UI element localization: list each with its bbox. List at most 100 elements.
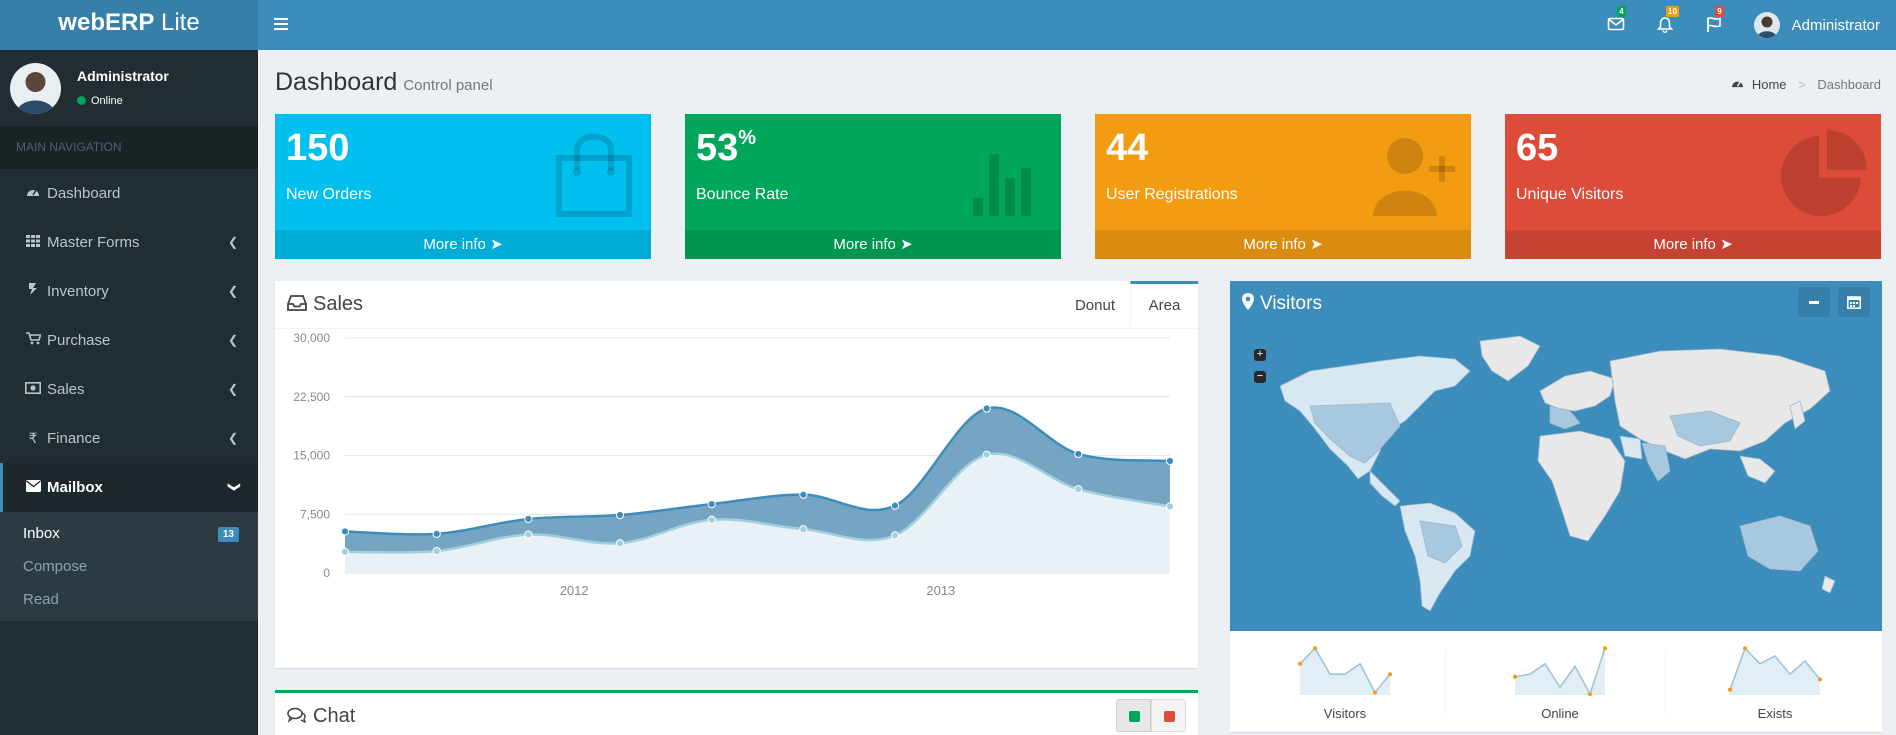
data-point bbox=[1074, 449, 1083, 459]
shopping-bag-icon bbox=[549, 128, 639, 221]
data-point bbox=[432, 546, 441, 556]
more-info-text: More info bbox=[1653, 236, 1716, 253]
stat-box-unique-visitors: 65 Unique Visitors More info ➤ bbox=[1505, 114, 1881, 259]
chevron-left-icon: ❮ bbox=[227, 235, 238, 249]
sparkline-point bbox=[1588, 691, 1592, 696]
map-marker-icon bbox=[1242, 293, 1254, 310]
chevron-left-icon: ❮ bbox=[227, 284, 238, 298]
inbox-icon bbox=[287, 295, 307, 311]
visitors-title: Visitors bbox=[1242, 293, 1322, 315]
sidebar-item-label: Sales bbox=[47, 381, 85, 398]
online-dot-icon bbox=[77, 96, 86, 105]
sparkline-chart bbox=[1513, 646, 1607, 696]
x-tick-label: 2012 bbox=[560, 583, 589, 598]
visitors-title-text: Visitors bbox=[1260, 293, 1322, 314]
status-online-toggle[interactable] bbox=[1116, 699, 1151, 732]
data-point bbox=[707, 515, 716, 524]
sparkline-point bbox=[1388, 672, 1392, 677]
stat-number: 53 bbox=[696, 127, 739, 169]
data-point bbox=[340, 527, 350, 536]
sidebar-item-mailbox[interactable]: Mailbox ❮ bbox=[0, 463, 258, 512]
breadcrumb-current: Dashboard bbox=[1817, 77, 1881, 92]
user-panel: Administrator Online bbox=[0, 50, 258, 126]
notifications-menu[interactable]: 10 bbox=[1646, 0, 1686, 50]
data-point bbox=[524, 530, 533, 539]
map-zoom-in-button[interactable]: + bbox=[1254, 349, 1266, 361]
sparkline-visitors: Visitors bbox=[1245, 640, 1445, 725]
tab-area[interactable]: Area bbox=[1130, 281, 1198, 327]
sidebar-item-purchase[interactable]: Purchase ❮ bbox=[0, 316, 258, 365]
map-zoom-out-button[interactable]: − bbox=[1254, 371, 1266, 383]
stat-box-bounce-rate: 53% Bounce Rate More info ➤ bbox=[685, 114, 1061, 259]
submenu-label: Read bbox=[23, 591, 59, 608]
sparkline-point bbox=[1603, 646, 1607, 651]
y-tick-label: 15,000 bbox=[293, 449, 330, 463]
y-tick-label: 22,500 bbox=[293, 390, 330, 404]
submenu-item-compose[interactable]: Compose bbox=[0, 550, 258, 583]
more-info-link[interactable]: More info ➤ bbox=[275, 230, 651, 259]
sparkline-point bbox=[1728, 687, 1732, 692]
rupee-icon: ₹ bbox=[28, 430, 38, 446]
breadcrumb-home[interactable]: Home bbox=[1751, 77, 1787, 92]
status-offline-toggle[interactable] bbox=[1151, 699, 1186, 732]
messages-menu[interactable]: 4 bbox=[1597, 0, 1637, 50]
sidebar-item-master-forms[interactable]: Master Forms ❮ bbox=[0, 218, 258, 267]
sidebar-user-name: Administrator bbox=[77, 68, 169, 84]
data-point bbox=[982, 404, 991, 413]
data-point bbox=[524, 514, 533, 524]
chat-title: Chat bbox=[287, 705, 355, 728]
app-logo[interactable]: webERP Lite bbox=[0, 0, 258, 50]
more-info-link[interactable]: More info ➤ bbox=[685, 230, 1061, 259]
chat-box: Chat bbox=[275, 690, 1198, 735]
more-info-link[interactable]: More info ➤ bbox=[1505, 230, 1881, 259]
sparkline-area bbox=[1730, 648, 1820, 695]
sparkline-area bbox=[1300, 648, 1390, 695]
submenu-item-read[interactable]: Read bbox=[0, 583, 258, 616]
area-fill bbox=[345, 453, 1170, 573]
sparkline-exists: Exists bbox=[1675, 640, 1875, 725]
sidebar-item-inventory[interactable]: Inventory ❮ bbox=[0, 267, 258, 316]
sidebar-item-label: Finance bbox=[47, 430, 101, 447]
tasks-menu[interactable]: 9 bbox=[1695, 0, 1735, 50]
sales-area-chart: 0 7,500 15,000 22,500 30,000 2012 2013 bbox=[293, 331, 1175, 598]
sidebar-item-finance[interactable]: ₹ Finance ❮ bbox=[0, 414, 258, 463]
tab-donut[interactable]: Donut bbox=[1074, 297, 1115, 314]
arrow-circle-right-icon: ➤ bbox=[1310, 236, 1323, 253]
stat-suffix: % bbox=[738, 127, 757, 149]
logo-light: Lite bbox=[154, 9, 200, 36]
sales-title-text: Sales bbox=[313, 293, 364, 315]
sidebar-item-sales[interactable]: Sales ❮ bbox=[0, 365, 258, 414]
stat-box-new-orders: 150 New Orders More info ➤ bbox=[275, 114, 651, 259]
top-navbar: 4 10 9 Administrator bbox=[258, 0, 1896, 50]
stat-label: Bounce Rate bbox=[696, 186, 789, 203]
stat-label: New Orders bbox=[286, 186, 372, 203]
data-point bbox=[615, 539, 625, 548]
sidebar-item-label: Mailbox bbox=[47, 479, 103, 496]
data-point bbox=[890, 501, 900, 510]
notifications-badge: 10 bbox=[1666, 6, 1679, 17]
submenu-item-inbox[interactable]: Inbox 13 bbox=[0, 517, 258, 550]
data-point bbox=[799, 490, 808, 499]
collapse-button[interactable] bbox=[1798, 287, 1830, 317]
more-info-link[interactable]: More info ➤ bbox=[1095, 230, 1471, 259]
arrow-circle-right-icon: ➤ bbox=[1720, 236, 1733, 253]
chevron-down-icon: ❮ bbox=[225, 481, 240, 493]
messages-badge: 4 bbox=[1617, 6, 1626, 17]
page-subtitle: Control panel bbox=[403, 77, 493, 94]
nav-header: MAIN NAVIGATION bbox=[0, 126, 258, 169]
sparkline-point bbox=[1298, 661, 1302, 666]
sidebar-item-dashboard[interactable]: Dashboard bbox=[0, 169, 258, 218]
sparkline-point bbox=[1513, 674, 1517, 679]
calendar-button[interactable] bbox=[1838, 287, 1870, 317]
page-title-text: Dashboard bbox=[275, 68, 398, 96]
online-status: Online bbox=[77, 95, 123, 107]
sparkline-point bbox=[1313, 646, 1317, 651]
user-menu[interactable]: Administrator bbox=[1753, 0, 1880, 50]
sidebar-toggle-icon[interactable] bbox=[274, 15, 288, 31]
data-point bbox=[982, 450, 991, 459]
world-map[interactable] bbox=[1270, 331, 1860, 621]
dashboard-icon bbox=[1731, 77, 1744, 92]
visitors-box: Visitors + − bbox=[1230, 281, 1882, 732]
data-point bbox=[340, 547, 350, 556]
sidebar-avatar bbox=[10, 63, 61, 114]
